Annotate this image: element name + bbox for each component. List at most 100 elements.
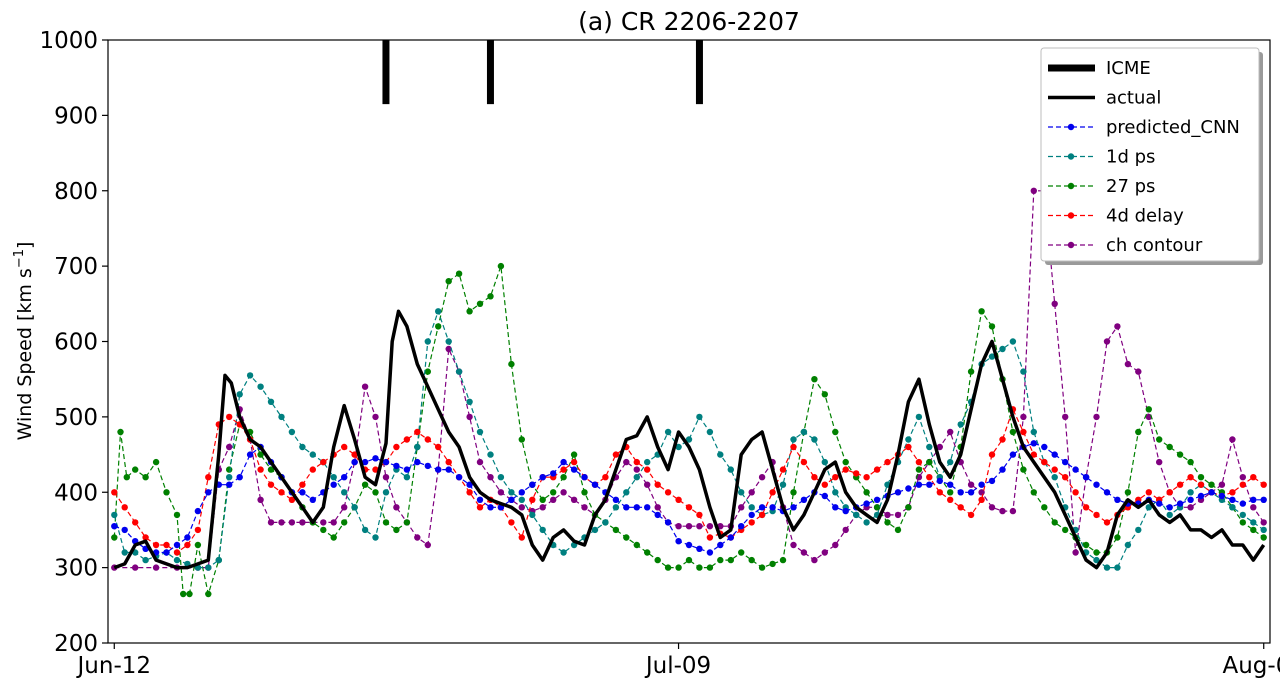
- data-point-4d-delay: [1229, 489, 1236, 496]
- data-point-1d-ps: [487, 451, 494, 458]
- data-point-27-ps: [1250, 526, 1257, 534]
- data-point-27-ps: [1156, 436, 1163, 443]
- data-point-predicted-cnn: [800, 496, 808, 503]
- data-point-predicted-cnn: [926, 481, 933, 488]
- data-point-4d-delay: [1093, 511, 1100, 519]
- data-point-ch-contour: [988, 504, 996, 511]
- data-point-27-ps: [873, 504, 881, 511]
- data-point-27-ps: [257, 451, 264, 458]
- data-point-1d-ps: [309, 451, 316, 458]
- data-point-27-ps: [132, 466, 139, 473]
- data-point-27-ps: [382, 519, 390, 526]
- data-point-predicted-cnn: [299, 489, 306, 496]
- data-point-27-ps: [111, 534, 118, 541]
- data-point-4d-delay: [800, 458, 808, 466]
- data-point-27-ps: [341, 519, 348, 526]
- data-point-4d-delay: [518, 534, 525, 541]
- data-point-1d-ps: [633, 474, 640, 481]
- data-point-4d-delay: [1103, 519, 1111, 526]
- data-point-predicted-cnn: [163, 549, 170, 556]
- data-point-27-ps: [884, 519, 891, 526]
- series-predicted-cnn: [111, 440, 1267, 556]
- data-point-27-ps: [696, 564, 703, 571]
- data-point-1d-ps: [853, 511, 860, 519]
- data-point-ch-contour: [1260, 519, 1267, 526]
- data-point-1d-ps: [591, 526, 599, 534]
- legend-swatch-marker: [1067, 212, 1075, 219]
- data-point-27-ps: [123, 474, 130, 481]
- data-point-27-ps: [424, 368, 431, 375]
- data-point-4d-delay: [988, 451, 996, 458]
- x-axis: Jun-12 Jul-09 Aug-06: [76, 643, 1280, 679]
- data-point-4d-delay: [529, 496, 536, 503]
- data-point-predicted-cnn: [591, 481, 599, 488]
- data-point-4d-delay: [267, 481, 275, 488]
- data-point-predicted-cnn: [184, 534, 191, 541]
- data-point-1d-ps: [1239, 511, 1247, 519]
- data-point-1d-ps: [257, 383, 264, 390]
- data-point-4d-delay: [560, 466, 567, 473]
- data-point-ch-contour: [560, 489, 567, 496]
- data-point-predicted-cnn: [727, 534, 734, 541]
- data-point-predicted-cnn: [769, 504, 776, 511]
- data-point-predicted-cnn: [644, 504, 651, 511]
- data-point-4d-delay: [508, 519, 515, 526]
- data-point-1d-ps: [215, 556, 222, 564]
- data-point-27-ps: [612, 526, 620, 534]
- data-point-27-ps: [1135, 428, 1142, 436]
- data-point-27-ps: [435, 323, 442, 330]
- data-point-4d-delay: [194, 526, 202, 534]
- data-point-predicted-cnn: [947, 481, 954, 488]
- data-point-27-ps: [967, 368, 975, 375]
- data-point-1d-ps: [644, 458, 651, 466]
- data-point-ch-contour: [299, 519, 306, 526]
- data-point-ch-contour: [738, 504, 745, 511]
- data-point-ch-contour: [361, 383, 369, 390]
- data-point-1d-ps: [790, 436, 797, 443]
- data-point-ch-contour: [1072, 549, 1079, 556]
- data-point-4d-delay: [341, 443, 348, 451]
- data-point-predicted-cnn: [873, 496, 881, 503]
- data-point-1d-ps: [236, 391, 243, 398]
- data-point-ch-contour: [372, 413, 379, 421]
- data-point-ch-contour: [341, 504, 348, 511]
- data-point-1d-ps: [142, 556, 149, 564]
- data-point-4d-delay: [612, 451, 620, 458]
- data-point-predicted-cnn: [372, 455, 379, 462]
- data-point-4d-delay: [435, 443, 442, 451]
- data-point-predicted-cnn: [706, 549, 714, 556]
- legend-item-27-ps: 27 ps: [1048, 176, 1155, 197]
- data-point-27-ps: [180, 590, 187, 598]
- data-point-ch-contour: [633, 466, 640, 473]
- legend-label: predicted_CNN: [1106, 117, 1240, 138]
- data-point-predicted-cnn: [905, 485, 912, 492]
- data-point-ch-contour: [748, 489, 755, 496]
- data-point-1d-ps: [863, 519, 870, 526]
- data-point-predicted-cnn: [988, 477, 996, 485]
- data-point-4d-delay: [1051, 466, 1058, 473]
- data-point-1d-ps: [1135, 526, 1142, 534]
- data-point-1d-ps: [560, 549, 567, 556]
- data-point-predicted-cnn: [403, 466, 411, 473]
- data-point-4d-delay: [142, 534, 149, 541]
- data-point-predicted-cnn: [435, 466, 442, 473]
- data-point-27-ps: [267, 466, 275, 473]
- data-point-predicted-cnn: [1072, 466, 1079, 473]
- data-point-1d-ps: [508, 489, 515, 496]
- data-point-1d-ps: [518, 496, 525, 503]
- data-point-1d-ps: [1145, 504, 1153, 511]
- data-point-ch-contour: [518, 504, 525, 511]
- data-point-1d-ps: [529, 511, 536, 519]
- data-point-1d-ps: [988, 353, 996, 360]
- data-point-predicted-cnn: [424, 462, 431, 470]
- data-point-1d-ps: [623, 489, 630, 496]
- data-point-27-ps: [1208, 481, 1215, 488]
- data-point-1d-ps: [497, 474, 505, 481]
- data-point-ch-contour: [550, 496, 557, 503]
- data-point-1d-ps: [727, 466, 734, 473]
- data-point-predicted-cnn: [633, 504, 640, 511]
- data-point-predicted-cnn: [748, 511, 755, 519]
- data-point-27-ps: [978, 308, 985, 315]
- data-point-1d-ps: [299, 443, 306, 451]
- data-point-ch-contour: [644, 481, 651, 488]
